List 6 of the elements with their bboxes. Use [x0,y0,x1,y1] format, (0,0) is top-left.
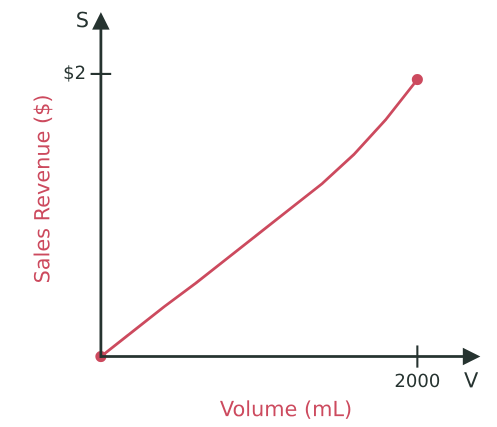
text: $2 [64,65,84,82]
x-axis-title: Volume (mL) [220,400,350,419]
y-axis-title: Sales Revenue ($) [34,96,52,282]
text: V [464,372,478,388]
text: 2000 [396,374,440,388]
text: S [77,12,88,28]
